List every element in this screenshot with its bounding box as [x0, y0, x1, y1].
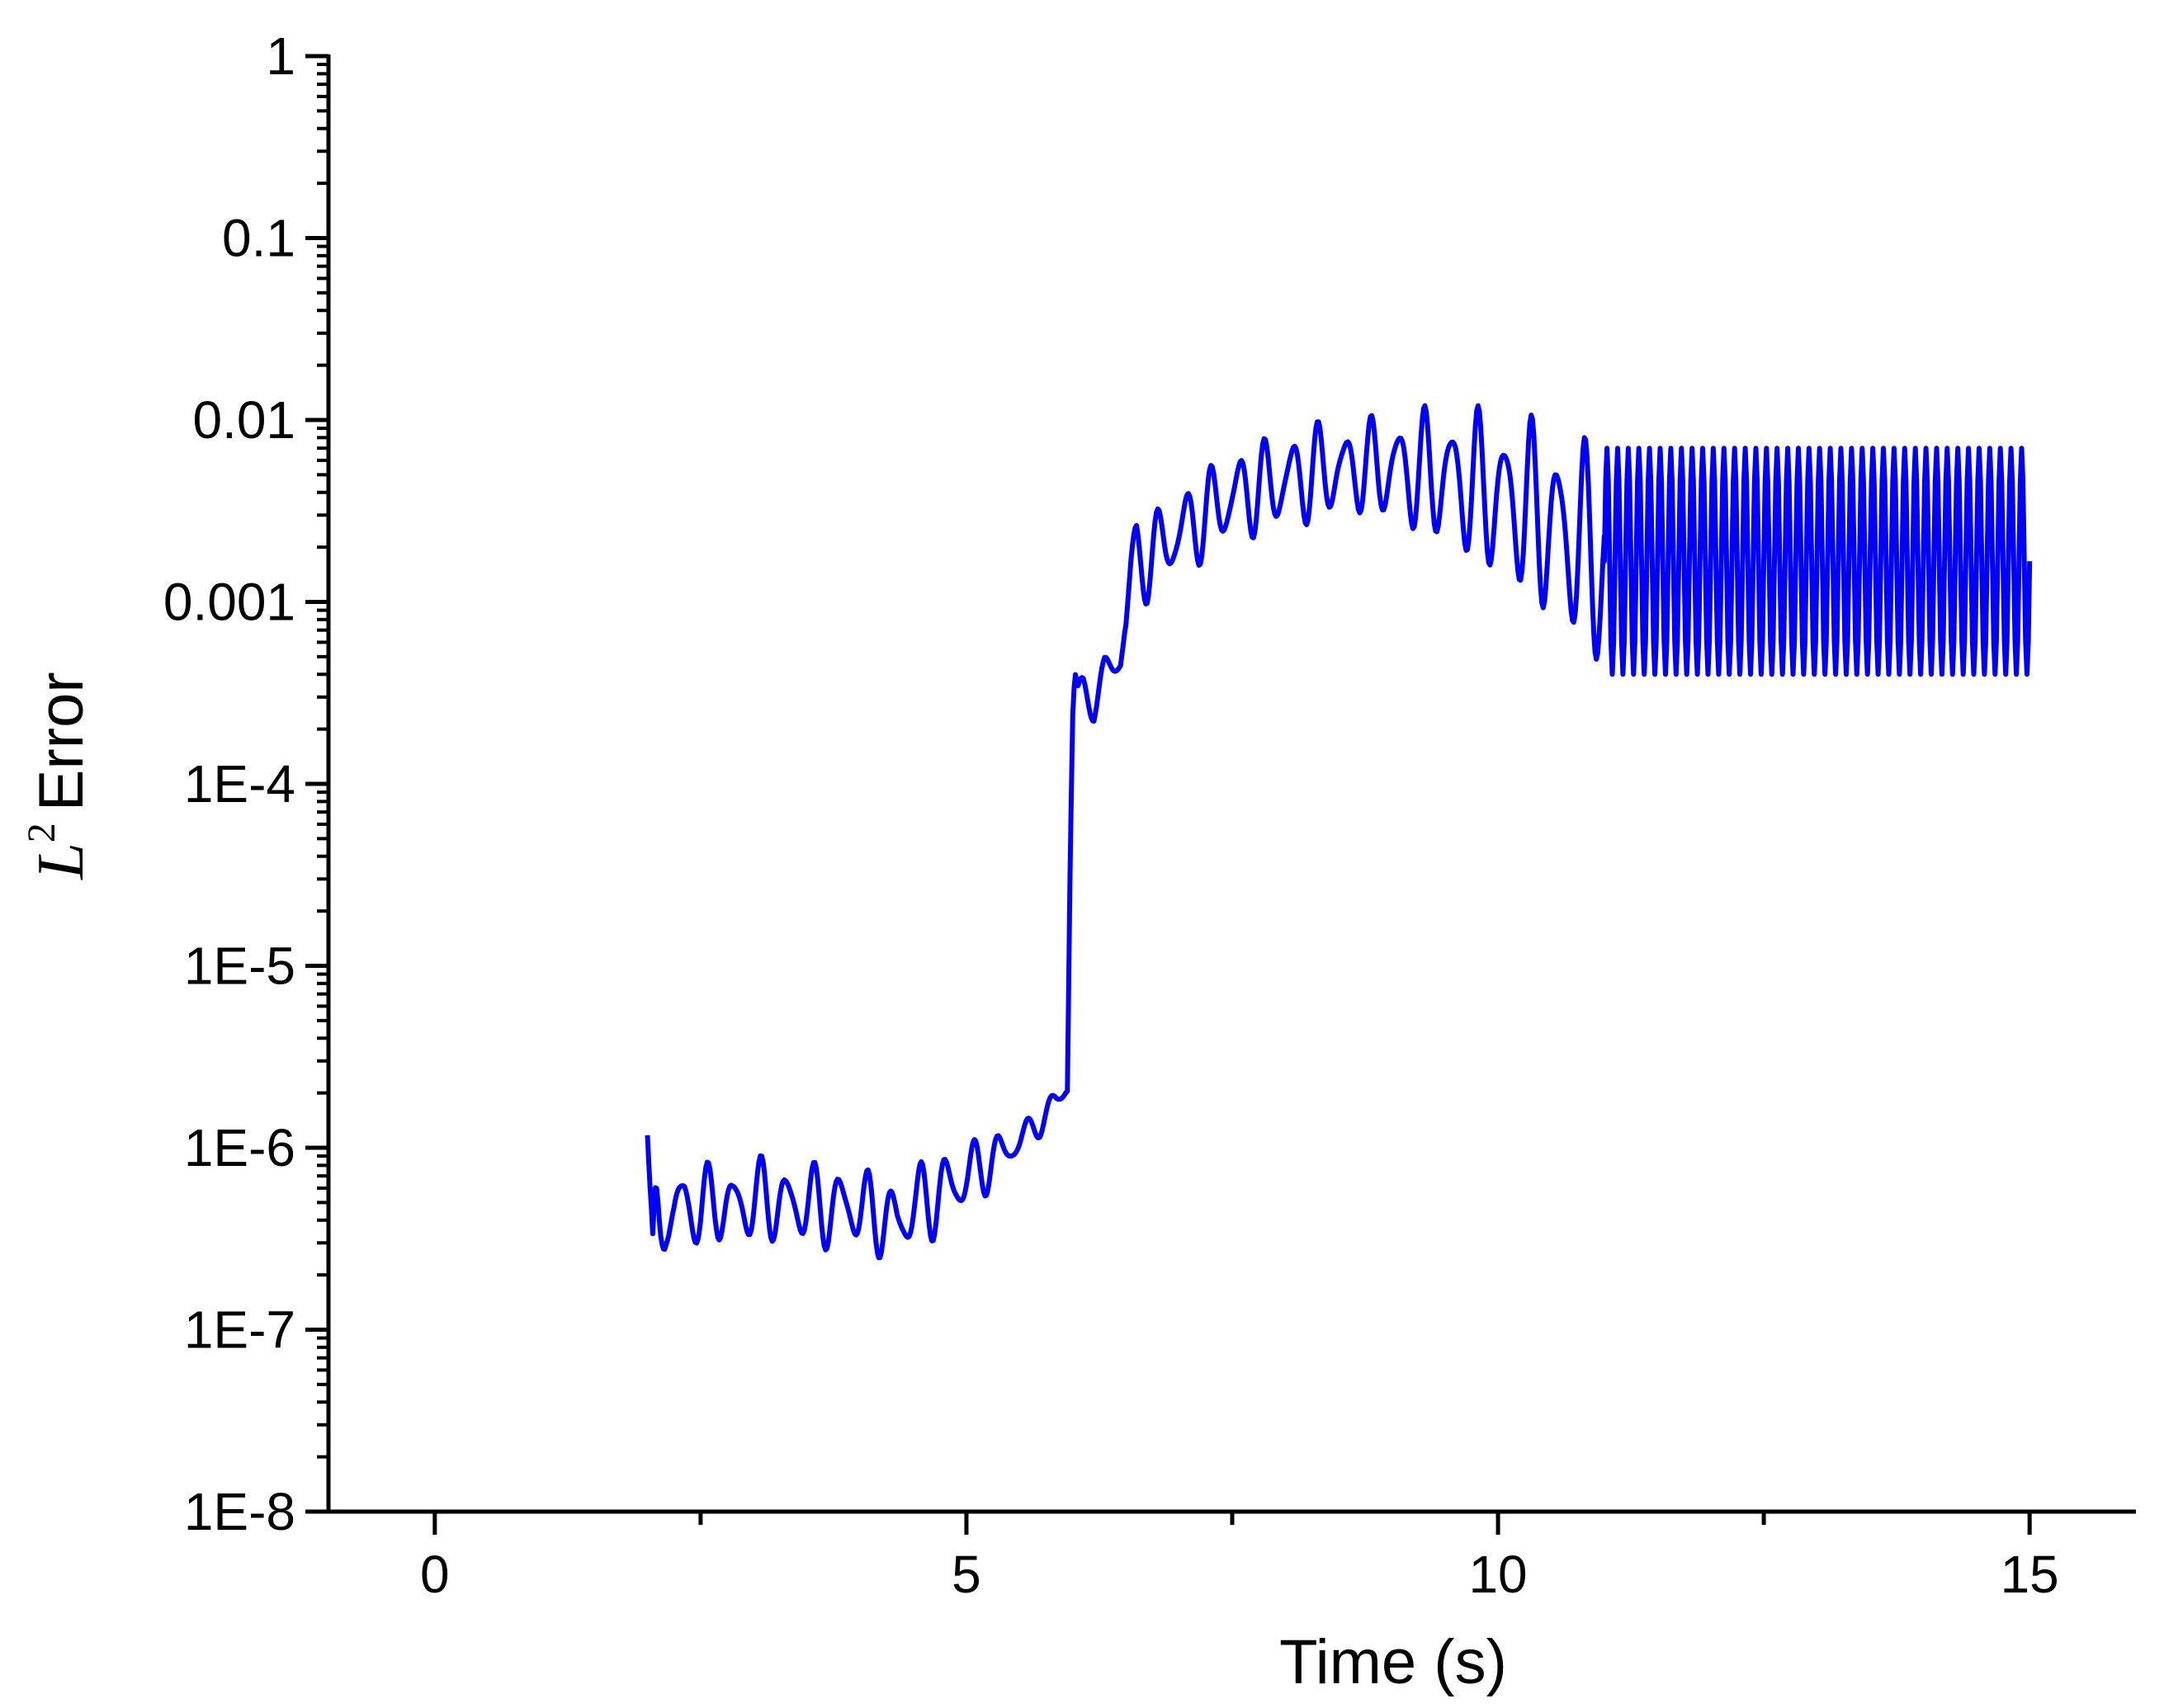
x-tick-label: 5 — [952, 1545, 981, 1604]
axes-layer — [305, 54, 2136, 1535]
y-tick-label: 0.001 — [163, 573, 295, 632]
y-tick-label: 1 — [266, 26, 295, 86]
x-tick-label: 0 — [420, 1545, 450, 1604]
y-axis-title: L2 Error — [20, 672, 97, 880]
x-axis-title: Time (s) — [1279, 1627, 1507, 1697]
x-tick-label: 15 — [2001, 1545, 2059, 1604]
data-layer — [645, 403, 2033, 1261]
y-axis-title-superscript: 2 — [20, 823, 64, 842]
x-tick-label: 10 — [1468, 1545, 1527, 1604]
series-line — [645, 403, 2033, 1261]
svg-text:L2Error: L2 Error — [20, 672, 97, 880]
y-axis-title-symbol: L — [25, 842, 97, 880]
y-tick-label: 1E-5 — [184, 937, 295, 996]
labels-layer: 0 5 10 15 1 0.1 0.01 0.001 1E-4 1E-5 1E-6 1E-7 1E-8 — [163, 26, 2059, 1604]
y-tick-label: 1E-6 — [184, 1118, 295, 1177]
y-tick-label: 1E-7 — [184, 1300, 295, 1360]
y-tick-label: 0.1 — [222, 209, 295, 268]
y-tick-label: 1E-4 — [184, 754, 295, 814]
y-tick-label: 1E-8 — [184, 1482, 295, 1541]
y-axis-title-text: Error — [26, 672, 97, 811]
y-tick-label: 0.01 — [192, 390, 295, 450]
